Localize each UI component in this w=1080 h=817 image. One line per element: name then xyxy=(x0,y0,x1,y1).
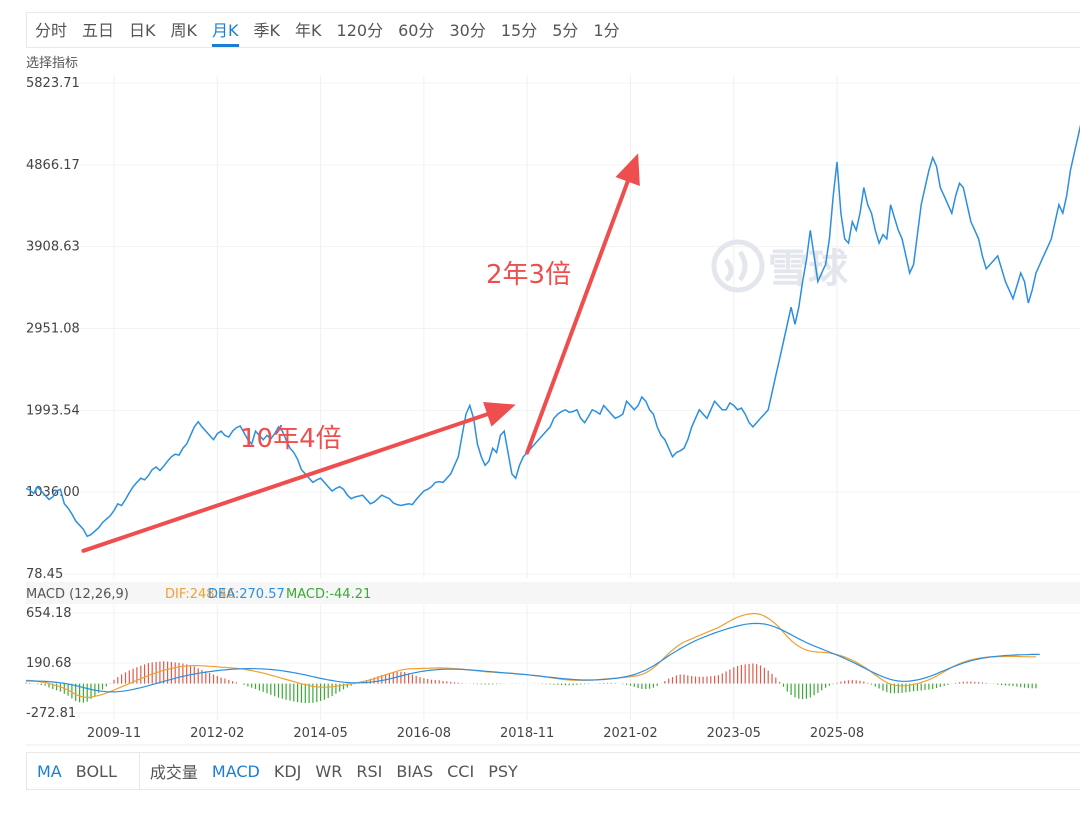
macd-legend-macd: MACD:-44.21 xyxy=(286,587,371,602)
period-tab-12[interactable]: 1分 xyxy=(593,21,620,40)
price-line xyxy=(25,124,1080,538)
kline-chart: 雪球 5823.714866.173908.632951.081993.5410… xyxy=(25,75,1080,746)
dif-line xyxy=(25,612,1036,699)
period-tab-9[interactable]: 30分 xyxy=(449,21,486,40)
macd-y-tick-label: 190.68 xyxy=(26,656,72,671)
indicator-tabs: MA BOLL 成交量 MACD KDJ WR RSI BIAS CCI PSY xyxy=(26,752,1080,790)
annotation-arrow-shaft xyxy=(525,179,630,455)
main-indicator-tab-1[interactable]: BOLL xyxy=(75,761,117,781)
price-y-tick-label: 2951.08 xyxy=(26,322,80,337)
annotation-label: 10年4倍 xyxy=(240,424,342,454)
x-tick-label: 2016-08 xyxy=(397,726,451,741)
price-y-tick-label: 5823.71 xyxy=(26,76,80,91)
macd-legend-dif: DIF:248.46 xyxy=(165,587,235,602)
period-tab-5[interactable]: 季K xyxy=(253,21,281,40)
period-tab-2[interactable]: 日K xyxy=(129,21,156,40)
annotation-arrow-head xyxy=(615,153,640,187)
x-axis: 2009-11 2012-02 2014-05 2016-08 2018-11 2021-… xyxy=(87,726,864,741)
macd-legend-dea: DEA:270.57 xyxy=(208,587,285,602)
sub-indicator-tab-5[interactable]: BIAS xyxy=(396,761,434,781)
xueqiu-logo-icon xyxy=(711,239,765,293)
period-tab-4[interactable]: 月K xyxy=(212,13,239,47)
x-tick-label: 2025-08 xyxy=(810,726,864,741)
sub-indicator-tab-3[interactable]: WR xyxy=(315,761,343,781)
watermark-text: 雪球 xyxy=(768,246,849,292)
watermark: 雪球 xyxy=(711,239,849,293)
period-tab-8[interactable]: 60分 xyxy=(398,21,435,40)
chart-grid xyxy=(26,75,1080,746)
period-tabs: 分时 五日 日K 周K 月K 季K 年K 120分 60分 30分 15分 5分 1分 xyxy=(26,12,1080,48)
x-tick-label: 2009-11 xyxy=(87,726,141,741)
sub-indicator-tab-7[interactable]: PSY xyxy=(488,761,518,781)
x-tick-label: 2012-02 xyxy=(190,726,244,741)
annotation-arrow-shaft xyxy=(81,412,490,553)
sub-indicator-tab-2[interactable]: KDJ xyxy=(273,761,302,781)
price-y-tick-label: 1993.54 xyxy=(26,403,80,418)
macd-y-tick-label: -272.81 xyxy=(26,706,76,721)
x-tick-label: 2018-11 xyxy=(500,726,554,741)
sub-indicator-tab-4[interactable]: RSI xyxy=(356,761,383,781)
sub-indicator-tab-1[interactable]: MACD xyxy=(211,761,260,781)
macd-y-axis: 654.18 190.68 -272.81 xyxy=(26,606,76,721)
x-tick-label: 2023-05 xyxy=(707,726,761,741)
sub-indicator-tab-6[interactable]: CCI xyxy=(447,761,475,781)
price-y-tick-label: 78.45 xyxy=(26,567,63,582)
annotation-arrow-head xyxy=(483,401,516,427)
dea-line xyxy=(26,622,1040,693)
sub-indicator-group: 成交量 MACD KDJ WR RSI BIAS CCI PSY xyxy=(140,753,532,789)
period-tab-0[interactable]: 分时 xyxy=(35,21,68,40)
macd-legend-bg xyxy=(26,582,1080,604)
price-y-tick-label: 4866.17 xyxy=(26,158,80,173)
sub-indicator-tab-0[interactable]: 成交量 xyxy=(149,763,198,782)
annotations: 10年4倍 2年3倍 xyxy=(81,153,640,553)
price-y-tick-label: 3908.63 xyxy=(26,240,80,255)
select-indicator-label[interactable]: 选择指标 xyxy=(26,56,79,71)
period-tab-7[interactable]: 120分 xyxy=(336,21,384,40)
x-tick-label: 2014-05 xyxy=(293,726,347,741)
main-indicator-tab-0[interactable]: MA xyxy=(37,761,62,781)
macd-y-tick-label: 654.18 xyxy=(26,606,72,621)
main-indicator-group: MA BOLL xyxy=(27,753,140,789)
period-tab-10[interactable]: 15分 xyxy=(500,21,538,40)
annotation-label: 2年3倍 xyxy=(486,260,571,290)
period-tab-3[interactable]: 周K xyxy=(170,21,198,40)
period-tab-6[interactable]: 年K xyxy=(295,21,322,40)
price-y-axis: 5823.714866.173908.632951.081993.541036.… xyxy=(26,76,80,582)
period-tab-1[interactable]: 五日 xyxy=(82,21,115,40)
macd-histogram xyxy=(25,661,1037,703)
x-tick-label: 2021-02 xyxy=(603,726,657,741)
macd-legend-name: MACD (12,26,9) xyxy=(26,587,129,602)
period-tab-11[interactable]: 5分 xyxy=(552,21,579,40)
